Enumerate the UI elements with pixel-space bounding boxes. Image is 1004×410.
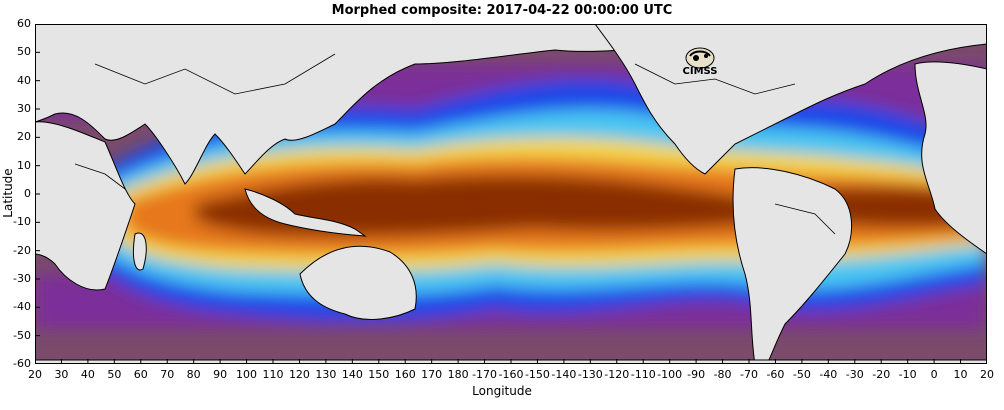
x-tick-label: -140: [551, 368, 577, 381]
x-tick-label: 30: [54, 368, 69, 381]
x-tick-label: 20: [28, 368, 42, 381]
land-europe-west-africa: [914, 61, 987, 255]
y-tick-label: 30: [17, 102, 31, 115]
y-tick-label: 60: [17, 17, 31, 30]
land-australia: [299, 245, 417, 320]
x-tick-label: 170: [421, 368, 443, 381]
x-tick-label: 100: [236, 368, 258, 381]
y-tick-label: 10: [17, 158, 31, 172]
x-axis-label: Longitude: [472, 384, 532, 398]
land-africa: [35, 121, 136, 291]
x-tick-label: 150: [368, 368, 390, 381]
y-tick-label: -40: [13, 300, 31, 314]
x-tick-label: 70: [160, 368, 175, 381]
x-tick-label: -160: [498, 368, 524, 381]
x-tick-label: 110: [262, 368, 284, 381]
y-tick-label: 40: [17, 73, 31, 87]
x-tick-label: 90: [213, 368, 228, 381]
x-tick-label: -150: [524, 368, 550, 381]
x-tick-label: -170: [472, 368, 498, 381]
y-tick-label: -60: [13, 357, 31, 370]
x-tick-label: 0: [930, 368, 938, 381]
x-tick-label: -30: [845, 368, 864, 381]
land-eurasia: [35, 24, 676, 185]
x-tick-label: -100: [657, 368, 683, 381]
y-tick-label: 20: [17, 130, 31, 144]
y-tick-label: -30: [13, 272, 31, 285]
x-tick-label: 50: [107, 368, 122, 381]
x-tick-label: 10: [953, 368, 968, 381]
y-tick-marks: [35, 24, 40, 364]
y-tick-label: -10: [13, 215, 31, 229]
x-tick-label: 160: [394, 368, 416, 381]
x-tick-label: -70: [740, 368, 758, 381]
x-tick-label: -60: [766, 368, 785, 381]
x-tick-label: 120: [288, 368, 310, 381]
x-tick-label: -10: [898, 368, 917, 381]
x-tick-label: -50: [792, 368, 811, 381]
x-tick-label: 80: [186, 368, 201, 381]
land-madagascar: [132, 232, 147, 271]
chart-title: Morphed composite: 2017-04-22 00:00:00 U…: [331, 3, 673, 18]
x-tick-label: 40: [80, 368, 95, 381]
map-plot-area: [35, 24, 987, 364]
x-tick-label: -90: [687, 368, 706, 381]
y-tick-label: 0: [24, 187, 31, 200]
x-tick-label: 20: [980, 368, 994, 381]
x-tick-label: 60: [133, 368, 148, 381]
logo-text: CIMSS: [683, 66, 718, 77]
x-tick-label: 140: [341, 368, 363, 381]
border-lines: [74, 53, 836, 235]
land-south-america: [732, 167, 853, 364]
x-tick-label: 180: [447, 368, 469, 381]
x-tick-label: 130: [315, 368, 337, 381]
x-tick-label: -80: [713, 368, 732, 381]
x-tick-label: -130: [577, 368, 603, 381]
land-indonesia: [244, 188, 367, 237]
x-tick-label: -110: [630, 368, 656, 381]
y-tick-label: 50: [17, 45, 31, 59]
y-tick-label: -20: [13, 243, 31, 257]
x-tick-label: -40: [819, 368, 838, 381]
x-tick-label: -20: [872, 368, 891, 381]
x-tick-label: -120: [604, 368, 630, 381]
y-tick-label: -50: [13, 328, 31, 342]
cimss-logo: CIMSS: [683, 47, 718, 77]
x-tick-marks: [35, 359, 987, 364]
